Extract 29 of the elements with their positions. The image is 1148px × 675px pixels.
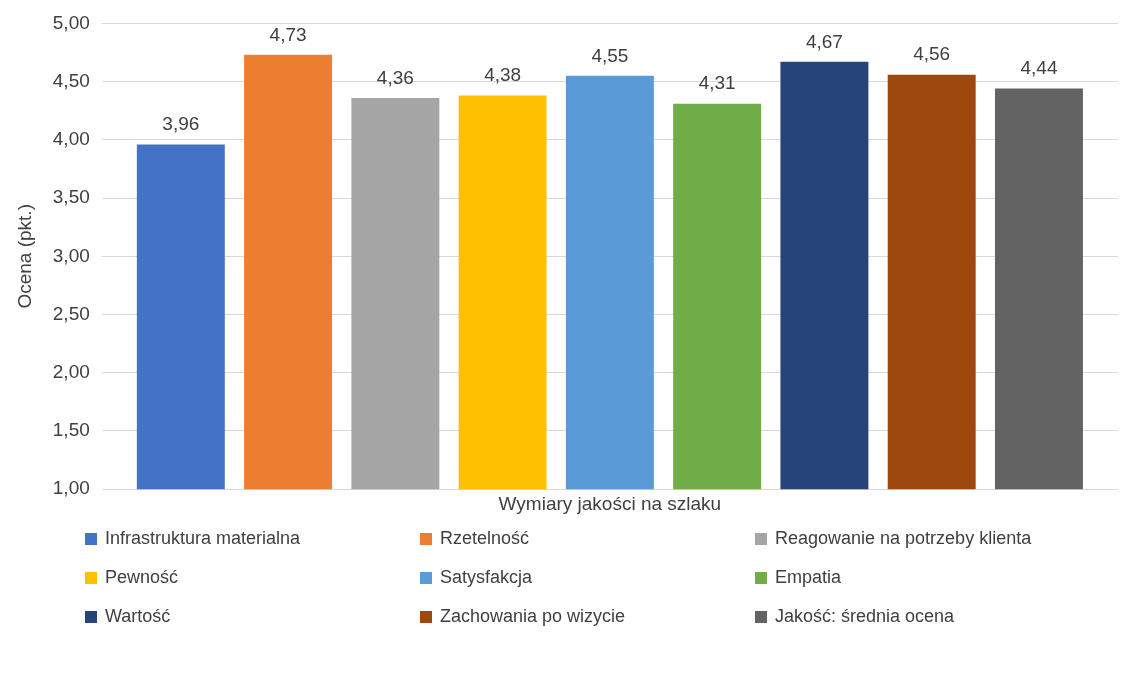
legend-label: Jakość: średnia ocena: [775, 606, 955, 627]
y-tick-label: 1,00: [52, 477, 90, 499]
x-axis-title: Wymiary jakości na szlaku: [498, 492, 722, 514]
y-tick-label: 4,50: [52, 69, 90, 91]
data-label: 4,38: [484, 64, 522, 86]
legend-label: Reagowanie na potrzeby klienta: [775, 528, 1032, 549]
legend-label: Pewność: [105, 567, 179, 588]
legend-label: Empatia: [775, 567, 842, 588]
legend-label: Satysfakcja: [440, 567, 533, 588]
legend-label: Rzetelność: [440, 528, 530, 549]
y-axis-title: Ocena (pkt.): [13, 204, 35, 309]
y-tick-label: 2,50: [52, 302, 90, 324]
data-label: 3,96: [162, 113, 200, 135]
legend-label: Infrastruktura materialna: [105, 528, 301, 549]
data-label: 4,31: [698, 72, 736, 94]
y-tick-label: 1,50: [52, 419, 90, 441]
data-label: 4,36: [376, 66, 414, 88]
legend-label: Zachowania po wizycie: [440, 606, 626, 627]
y-tick-label: 3,00: [52, 244, 90, 266]
data-label: 4,55: [591, 44, 629, 66]
legend-label: Wartość: [105, 606, 171, 627]
data-label: 4,56: [913, 43, 951, 65]
y-tick-label: 3,50: [52, 186, 90, 208]
data-label: 4,67: [805, 30, 843, 52]
y-tick-label: 5,00: [52, 11, 90, 33]
y-tick-label: 4,00: [52, 128, 90, 150]
data-label: 4,44: [1020, 57, 1058, 79]
data-label: 4,73: [269, 23, 307, 45]
y-tick-label: 2,00: [52, 360, 90, 382]
